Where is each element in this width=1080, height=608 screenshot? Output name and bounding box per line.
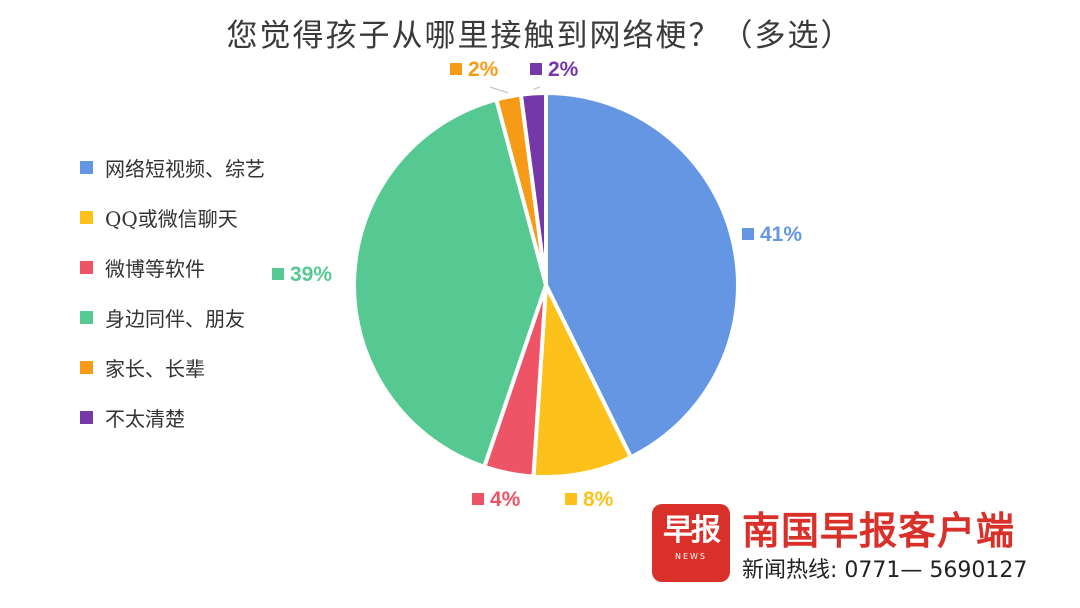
- pie-slice: [352, 97, 548, 469]
- legend-label: 身边同伴、朋友: [105, 306, 245, 331]
- legend-item: 不太清楚: [80, 392, 265, 442]
- data-label: 2%: [468, 58, 499, 81]
- legend-swatch: [80, 360, 93, 374]
- legend-item: 网络短视频、综艺: [80, 142, 265, 192]
- data-label: 2%: [548, 58, 579, 81]
- legend-swatch: [80, 210, 93, 224]
- legend-swatch: [80, 260, 93, 274]
- pie-slice: [544, 91, 740, 460]
- data-label-swatch: [472, 493, 484, 505]
- leader-line: [489, 86, 508, 94]
- data-label: 8%: [583, 488, 614, 511]
- data-label: 39%: [290, 263, 332, 286]
- legend-label: 不太清楚: [105, 406, 185, 431]
- leader-line: [533, 86, 541, 90]
- chart-title: 您觉得孩子从哪里接触到网络梗？（多选）: [226, 18, 854, 54]
- legend-label: 微博等软件: [105, 256, 205, 281]
- data-label-swatch: [272, 268, 284, 280]
- legend-swatch: [80, 310, 93, 324]
- legend-label: 家长、长辈: [105, 356, 205, 381]
- brand-block: 早报 NEWS 南国早报客户端 新闻热线: 0771— 5690127: [652, 500, 1072, 590]
- brand-hotline: 新闻热线: 0771— 5690127: [742, 558, 1028, 583]
- data-label: 41%: [760, 223, 802, 246]
- legend-swatch: [80, 160, 93, 174]
- legend-item: 微博等软件: [80, 242, 265, 292]
- legend-label: 网络短视频、综艺: [105, 156, 265, 181]
- brand-logo-subtext: NEWS: [674, 552, 708, 561]
- brand-logo-text: 早报: [663, 513, 721, 548]
- data-label-swatch: [565, 493, 577, 505]
- legend-label: QQ或微信聊天: [105, 206, 238, 231]
- chart-legend: 网络短视频、综艺 QQ或微信聊天 微博等软件身边同伴、朋友 家长、长辈不太清楚: [80, 142, 265, 442]
- pie-slice: [518, 91, 548, 287]
- legend-item: 身边同伴、朋友: [80, 292, 265, 342]
- data-label-swatch: [450, 63, 462, 75]
- legend-swatch: [80, 410, 93, 424]
- brand-logo: 早报 NEWS: [652, 504, 730, 582]
- data-label: 4%: [490, 488, 521, 511]
- legend-item: 家长、长辈: [80, 342, 265, 392]
- legend-item: QQ或微信聊天: [80, 192, 265, 242]
- brand-name: 南国早报客户端: [742, 509, 1016, 553]
- data-label-swatch: [742, 228, 754, 240]
- data-label-swatch: [530, 63, 542, 75]
